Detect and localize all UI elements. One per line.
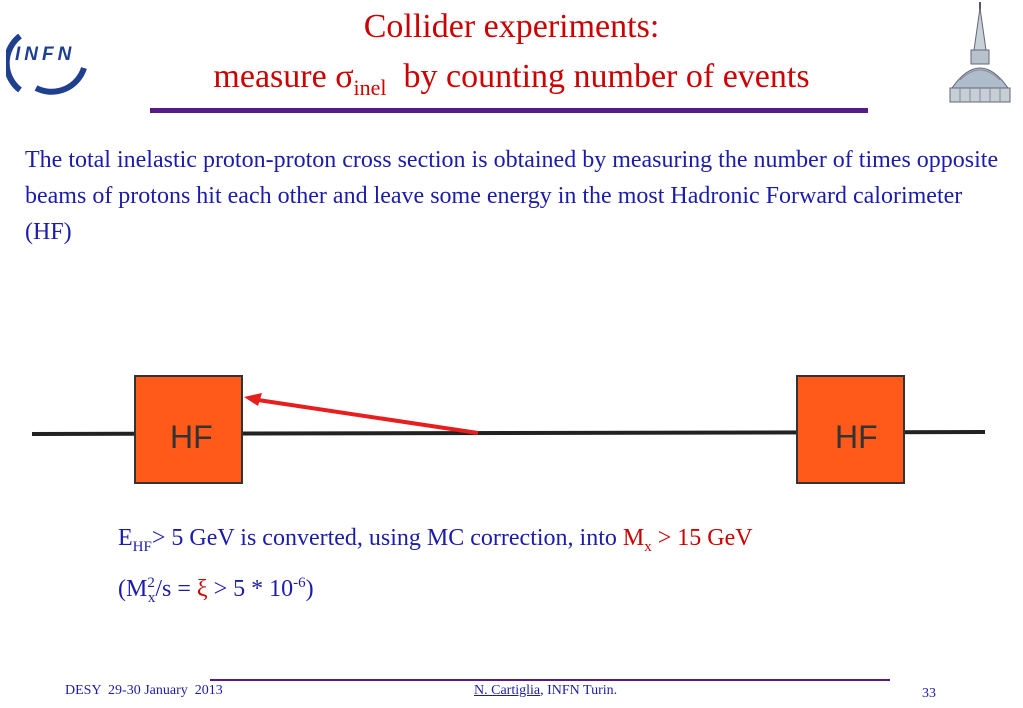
xi-symbol: ξ [196,575,208,602]
ratio-mid: /s = [155,575,197,602]
hf-right-box [796,375,905,484]
footer-author: N. Cartiglia, INFN Turin. [474,683,617,699]
sigma-subscript: inel [353,74,387,100]
mole-antonelliana-illustration [949,2,1011,103]
result-line1-text: > 5 GeV is converted, using MC correctio… [151,525,623,551]
title-measure-text: measure [213,58,336,95]
e-subscript: HF [132,538,152,555]
slide-title-line2: measure σinel by counting number of even… [0,58,1023,101]
mx-subscript: x [644,538,652,555]
ratio-open: (M [118,575,148,602]
title-rest-text: by counting number of events [386,58,810,95]
title-underline [150,108,868,113]
slide-title-line1: Collider experiments: [363,8,660,45]
ratio-sub: x [147,589,156,606]
footer-rule [210,679,890,681]
footer-event: DESY 29-30 January 2013 [65,683,223,698]
mx-symbol: M [622,525,645,551]
author-link[interactable]: N. Cartiglia [474,683,541,698]
ratio-sup: 2 [147,574,155,591]
hf-left-label: HF [170,419,213,455]
intro-paragraph: The total inelastic proton-proton cross … [25,147,999,245]
infn-logo [6,33,87,95]
sigma-symbol: σ [335,58,354,95]
ratio-exponent: -6 [293,574,306,591]
result-paragraph: EHF> 5 GeV is converted, using MC correc… [118,520,988,616]
ratio-rest: > 5 * 10 [207,575,294,602]
particle-track-arrow [257,398,479,435]
infn-logo-text: INFN [15,44,76,65]
page-number: 33 [922,686,936,701]
author-affiliation: , INFN Turin. [540,683,618,698]
hf-right-label: HF [835,419,878,455]
arrow-head [244,393,262,406]
mx-condition: > 15 GeV [651,525,753,551]
ratio-close: ) [305,575,314,602]
e-symbol: E [118,525,133,551]
hf-detector-diagram: HF HF [31,375,986,484]
hf-left-box [134,375,243,484]
